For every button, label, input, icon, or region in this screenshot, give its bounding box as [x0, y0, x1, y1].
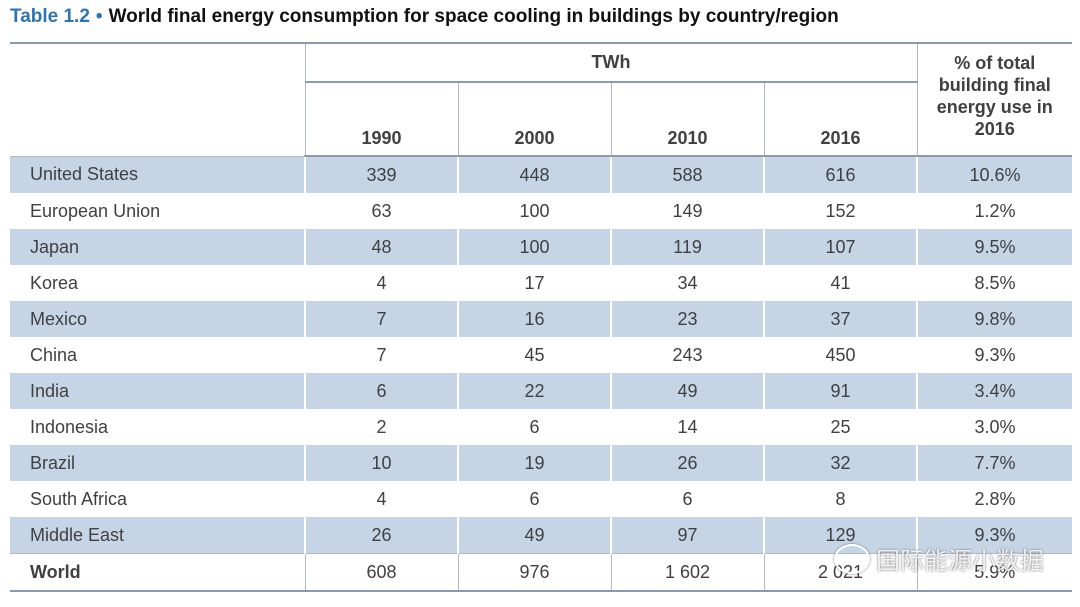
- row-label: Mexico: [10, 301, 305, 337]
- year-header: 2010: [610, 81, 765, 157]
- cell: 588: [610, 156, 764, 193]
- cell: 7: [304, 337, 458, 373]
- cell: 450: [763, 337, 917, 373]
- cell: 6: [457, 409, 611, 445]
- corner-cell: [10, 42, 306, 157]
- share-header: % of total building final energy use in …: [916, 42, 1072, 157]
- cell: 7: [304, 301, 458, 337]
- cell: 9.3%: [916, 517, 1072, 554]
- data-table: TWh % of total building final energy use…: [10, 42, 1072, 592]
- cell: 25: [763, 409, 917, 445]
- cell: 23: [610, 301, 764, 337]
- table-row: South Africa 4 6 6 8 2.8%: [10, 481, 1072, 517]
- cell: 8.5%: [916, 265, 1072, 301]
- cell: 49: [457, 517, 611, 554]
- cell: 5.9%: [916, 553, 1072, 592]
- cell: 97: [610, 517, 764, 554]
- cell: 448: [457, 156, 611, 193]
- cell: 45: [457, 337, 611, 373]
- cell: 608: [304, 553, 458, 592]
- table-row: Korea 4 17 34 41 8.5%: [10, 265, 1072, 301]
- table-row: United States 339 448 588 616 10.6%: [10, 156, 1072, 193]
- cell: 4: [304, 265, 458, 301]
- cell: 6: [610, 481, 764, 517]
- table-row: China 7 45 243 450 9.3%: [10, 337, 1072, 373]
- table-title: Table 1.2 • World final energy consumption…: [10, 6, 839, 28]
- cell: 37: [763, 301, 917, 337]
- table-row: European Union 63 100 149 152 1.2%: [10, 193, 1072, 229]
- row-label: European Union: [30, 200, 161, 221]
- cell: 2.8%: [916, 481, 1072, 517]
- cell: 22: [457, 373, 611, 409]
- cell: 91: [763, 373, 917, 409]
- cell: 1 602: [610, 553, 764, 592]
- cell: 149: [610, 193, 764, 229]
- watermark-text: 国际能源小数据: [876, 548, 1044, 575]
- row-label: Japan: [10, 229, 305, 265]
- cell: 41: [763, 265, 917, 301]
- cell: 3.0%: [916, 409, 1072, 445]
- watermark-icon: [834, 543, 870, 574]
- cell: 14: [610, 409, 764, 445]
- cell: 16: [457, 301, 611, 337]
- table-row: Indonesia 2 6 14 25 3.0%: [10, 409, 1072, 445]
- cell: 10.6%: [916, 156, 1072, 193]
- table-row: World 608 976 1 602 2 021 5.9%: [10, 553, 1072, 592]
- table-row: India 6 22 49 91 3.4%: [10, 373, 1072, 409]
- table-row: Brazil 10 19 26 32 7.7%: [10, 445, 1072, 481]
- cell: 339: [304, 156, 458, 193]
- year-header: 2016: [763, 81, 918, 157]
- cell: 100: [457, 193, 611, 229]
- year-header: 2000: [457, 81, 612, 157]
- watermark: 国际能源小数据: [834, 541, 1044, 576]
- cell: 34: [610, 265, 764, 301]
- row-label: China: [30, 344, 78, 365]
- cell: 10: [304, 445, 458, 481]
- cell: 100: [457, 229, 611, 265]
- cell: 26: [610, 445, 764, 481]
- row-label: South Africa: [30, 488, 128, 509]
- cell: 976: [457, 553, 611, 592]
- cell: 26: [304, 517, 458, 554]
- cell: 616: [763, 156, 917, 193]
- table-label: Table 1.2: [10, 6, 90, 27]
- cell: 19: [457, 445, 611, 481]
- cell: 9.8%: [916, 301, 1072, 337]
- cell: 2: [304, 409, 458, 445]
- unit-header: TWh: [304, 42, 918, 83]
- cell: 119: [610, 229, 764, 265]
- cell: 3.4%: [916, 373, 1072, 409]
- cell: 6: [304, 373, 458, 409]
- table-row: Mexico 7 16 23 37 9.8%: [10, 301, 1072, 337]
- row-label: India: [10, 373, 305, 409]
- cell: 9.3%: [916, 337, 1072, 373]
- cell: 63: [304, 193, 458, 229]
- cell: 152: [763, 193, 917, 229]
- year-header: 1990: [304, 81, 459, 157]
- cell: 7.7%: [916, 445, 1072, 481]
- title-text: World final energy consumption for space…: [108, 6, 839, 27]
- row-label: Indonesia: [30, 416, 109, 437]
- cell: 6: [457, 481, 611, 517]
- row-label: Korea: [30, 272, 79, 293]
- cell: 32: [763, 445, 917, 481]
- row-label: United States: [10, 156, 305, 193]
- cell: 9.5%: [916, 229, 1072, 265]
- cell: 8: [763, 481, 917, 517]
- table-row: Japan 48 100 119 107 9.5%: [10, 229, 1072, 265]
- cell: 4: [304, 481, 458, 517]
- row-label: Brazil: [10, 445, 305, 481]
- cell: 49: [610, 373, 764, 409]
- cell: 107: [763, 229, 917, 265]
- cell: 17: [457, 265, 611, 301]
- row-label: World: [10, 553, 305, 592]
- table-row: Middle East 26 49 97 129 9.3%: [10, 517, 1072, 554]
- row-label: Middle East: [10, 517, 305, 554]
- cell: 1.2%: [916, 193, 1072, 229]
- cell: 48: [304, 229, 458, 265]
- bullet: •: [95, 6, 103, 27]
- cell: 243: [610, 337, 764, 373]
